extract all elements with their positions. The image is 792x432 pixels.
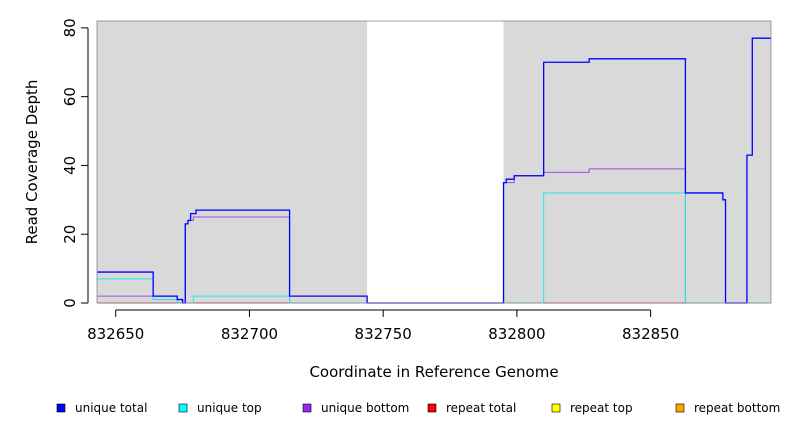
x-axis-label: Coordinate in Reference Genome <box>309 363 558 381</box>
legend-swatch <box>551 403 561 413</box>
legend-item-repeat-total: repeat total <box>427 401 516 415</box>
legend-label: unique total <box>75 401 147 415</box>
y-tick-label: 0 <box>61 298 79 308</box>
legend-label: repeat top <box>570 401 633 415</box>
y-tick-label: 60 <box>61 87 79 106</box>
legend-label: unique top <box>197 401 262 415</box>
x-tick-label: 832700 <box>221 325 278 343</box>
plot-frame <box>96 20 772 304</box>
y-tick-label: 20 <box>61 225 79 244</box>
shaded-regions <box>97 21 771 303</box>
legend-swatch <box>675 403 685 413</box>
x-tick-label: 832750 <box>355 325 412 343</box>
legend-item-repeat-top: repeat top <box>551 401 633 415</box>
legend-label: unique bottom <box>321 401 409 415</box>
x-tick-label: 832800 <box>488 325 545 343</box>
legend-swatch <box>178 403 188 413</box>
y-tick-label: 40 <box>61 156 79 175</box>
shaded-region-2 <box>503 21 771 303</box>
y-axis: 0 20 40 60 80 <box>61 18 89 308</box>
shaded-region-1 <box>97 21 368 303</box>
x-axis: 832650 832700 832750 832800 832850 <box>87 309 679 343</box>
legend-item-unique-bottom: unique bottom <box>302 401 409 415</box>
legend: unique total unique top unique bottom repea… <box>56 401 780 415</box>
legend-item-unique-top: unique top <box>178 401 262 415</box>
legend-label: repeat bottom <box>694 401 780 415</box>
series-line-unique-top <box>97 192 771 304</box>
x-tick-label: 832650 <box>87 325 144 343</box>
legend-swatch <box>302 403 312 413</box>
legend-swatch <box>427 403 437 413</box>
x-tick-label: 832850 <box>622 325 679 343</box>
legend-item-repeat-bottom: repeat bottom <box>675 401 780 415</box>
y-tick-label: 80 <box>61 18 79 37</box>
legend-label: repeat total <box>446 401 516 415</box>
y-axis-label: Read Coverage Depth <box>23 80 41 245</box>
legend-swatch <box>56 403 66 413</box>
legend-item-unique-total: unique total <box>56 401 147 415</box>
